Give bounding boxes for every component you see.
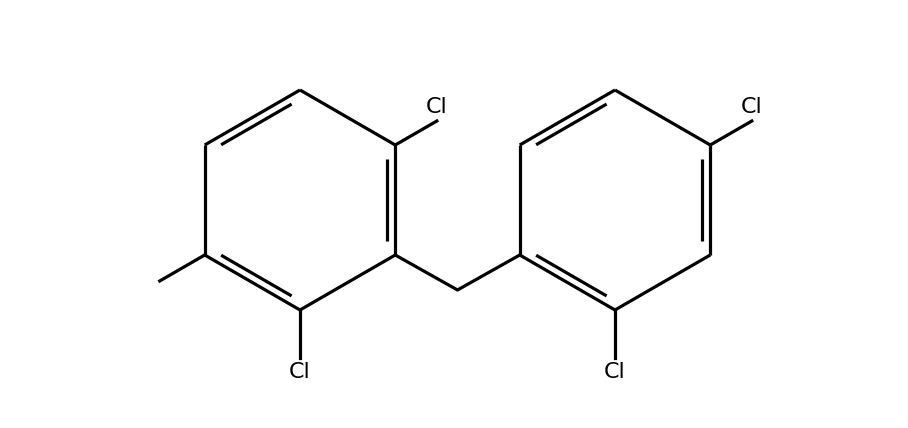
Text: Cl: Cl	[426, 97, 448, 117]
Text: Cl: Cl	[604, 362, 626, 382]
Text: Cl: Cl	[741, 97, 763, 117]
Text: Cl: Cl	[289, 362, 311, 382]
